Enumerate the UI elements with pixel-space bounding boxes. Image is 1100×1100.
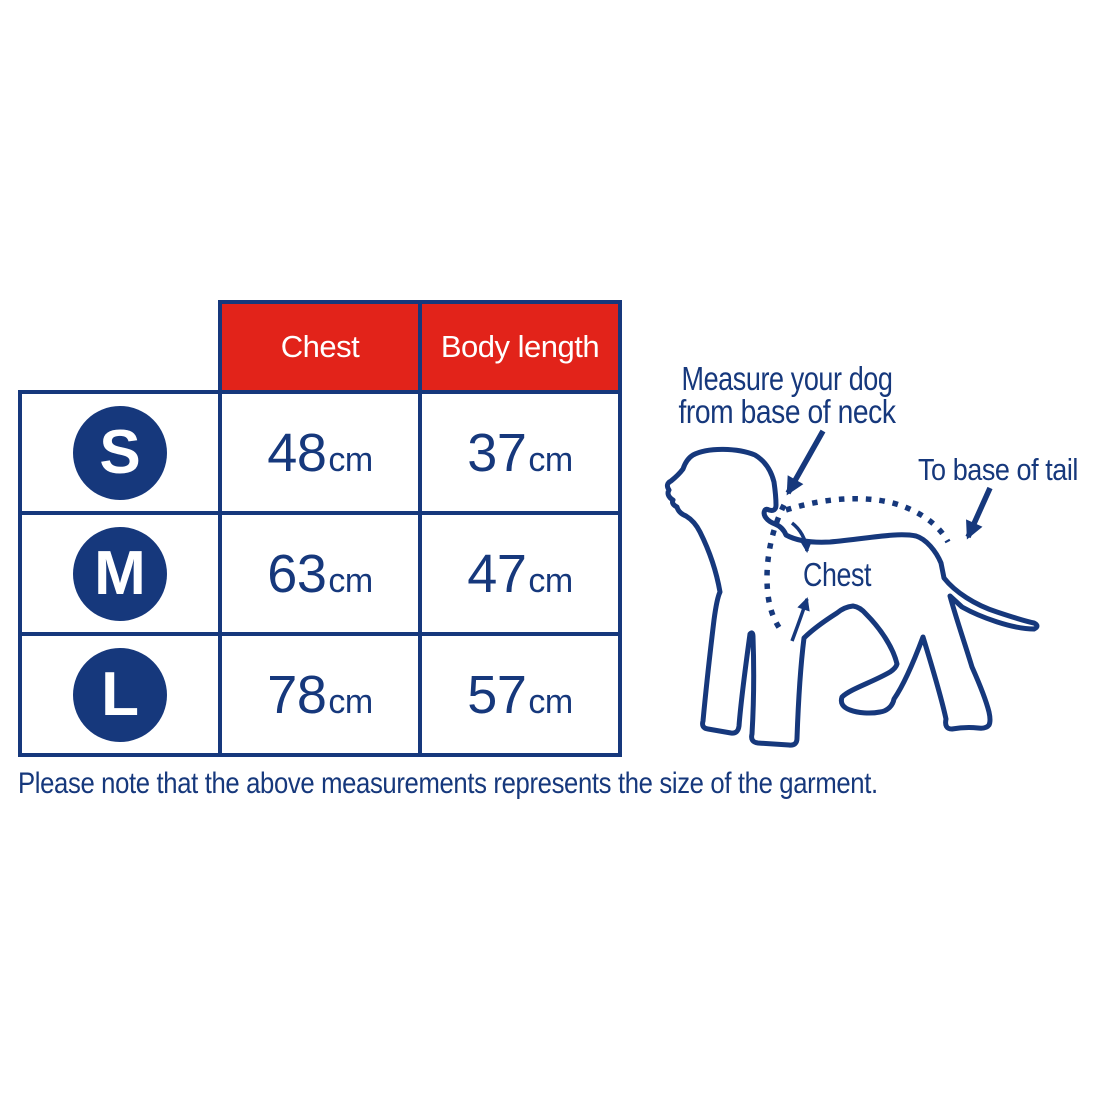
- body-length-unit-l: cm: [528, 682, 573, 721]
- chest-value-m: 63cm: [218, 511, 422, 636]
- chest-unit-s: cm: [328, 440, 373, 479]
- column-header-chest: Chest: [218, 300, 422, 394]
- chest-unit-l: cm: [328, 682, 373, 721]
- chest-number-m: 63: [267, 543, 327, 604]
- table-corner-blank: [20, 302, 220, 392]
- size-cell-m: M: [18, 511, 222, 636]
- tail-arrow: [965, 486, 993, 540]
- neck-arrow: [785, 429, 826, 496]
- size-table-container: Chest Body length S 48cm 37cm: [18, 300, 622, 757]
- dog-measurement-diagram: Measure your dog from base of neck To ba…: [664, 360, 1079, 748]
- chest-arrow-bottom: [790, 597, 810, 642]
- body-length-unit-m: cm: [528, 561, 573, 600]
- size-badge-s: S: [73, 405, 167, 500]
- column-header-body-length: Body length: [418, 300, 622, 394]
- chest-arrow-top: [790, 521, 813, 553]
- neck-label-line1: Measure your dog: [682, 360, 893, 397]
- table-row: M 63cm 47cm: [18, 511, 622, 636]
- chest-number-l: 78: [267, 664, 327, 725]
- chest-value-l: 78cm: [218, 632, 422, 757]
- garment-size-note: Please note that the above measurements …: [18, 767, 878, 800]
- size-table: Chest Body length S 48cm 37cm: [18, 300, 622, 757]
- body-length-number-s: 37: [467, 422, 527, 483]
- body-length-value-m: 47cm: [418, 511, 622, 636]
- size-cell-s: S: [18, 390, 222, 515]
- body-length-unit-s: cm: [528, 440, 573, 479]
- chest-number-s: 48: [267, 422, 327, 483]
- table-row: S 48cm 37cm: [18, 390, 622, 515]
- body-length-value-l: 57cm: [418, 632, 622, 757]
- body-length-value-s: 37cm: [418, 390, 622, 515]
- chest-value-s: 48cm: [218, 390, 422, 515]
- size-badge-l: L: [73, 647, 167, 742]
- chest-label: Chest: [803, 556, 871, 593]
- size-cell-l: L: [18, 632, 222, 757]
- size-badge-m: M: [73, 526, 167, 621]
- body-length-number-l: 57: [467, 664, 527, 725]
- body-length-number-m: 47: [467, 543, 527, 604]
- chest-unit-m: cm: [328, 561, 373, 600]
- header-row: Chest Body length: [20, 300, 622, 394]
- table-row: L 78cm 57cm: [18, 632, 622, 757]
- tail-label: To base of tail: [918, 452, 1078, 487]
- back-length-dotted-line: [785, 496, 951, 544]
- dog-outline: [664, 446, 1040, 748]
- neck-label-line2: from base of neck: [679, 393, 897, 430]
